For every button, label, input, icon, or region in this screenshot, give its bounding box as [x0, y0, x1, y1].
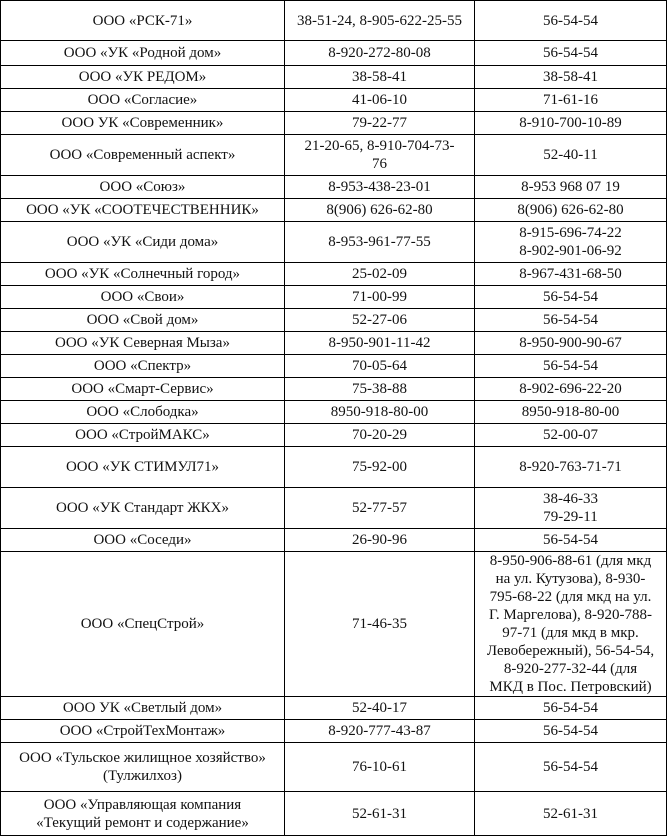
company-name-cell: ООО «СпецСтрой» [0, 551, 285, 697]
table-row: ООО «СтройМАКС» 70-20-29 52-00-07 [0, 423, 667, 447]
phone-cell: 41-06-10 [284, 88, 475, 112]
dispatch-phone-cell: 8-953 968 07 19 [474, 175, 667, 199]
table-row: ООО «Согласие» 41-06-10 71-61-16 [0, 88, 667, 112]
phone-cell: 26-90-96 [284, 528, 475, 552]
dispatch-phone-cell: 8(906) 626-62-80 [474, 198, 667, 222]
dispatch-phone-cell: 56-54-54 [474, 719, 667, 743]
table-row: ООО «Смарт-Сервис» 75-38-88 8-902-696-22-2… [0, 377, 667, 401]
company-name-cell: ООО УК «Современник» [0, 111, 285, 135]
phone-cell: 70-05-64 [284, 354, 475, 378]
phone-cell: 8-953-438-23-01 [284, 175, 475, 199]
table-row: ООО «УК Стандарт ЖКХ» 52-77-57 38-46-33 79… [0, 487, 667, 529]
table-row: ООО «УК Северная Мыза» 8-950-901-11-42 8-9… [0, 331, 667, 355]
dispatch-phone-cell: 56-54-54 [474, 0, 667, 41]
table-row: ООО «УК «СООТЕЧЕСТВЕННИК» 8(906) 626-62-8… [0, 198, 667, 222]
company-name-cell: ООО «УК Стандарт ЖКХ» [0, 487, 285, 529]
table-row: ООО «Слободка» 8950-918-80-00 8950-918-80-… [0, 400, 667, 424]
phone-cell: 76-10-61 [284, 742, 475, 792]
table-row: ООО «УК СТИМУЛ71» 75-92-00 8-920-763-71-71 [0, 446, 667, 488]
dispatch-phone-cell: 71-61-16 [474, 88, 667, 112]
company-name-cell: ООО «Соседи» [0, 528, 285, 552]
table-row: ООО «Спектр» 70-05-64 56-54-54 [0, 354, 667, 378]
table-row: ООО «СтройТехМонтаж» 8-920-777-43-87 56-54… [0, 719, 667, 743]
dispatch-phone-cell: 8-950-900-90-67 [474, 331, 667, 355]
dispatch-phone-cell: 56-54-54 [474, 528, 667, 552]
company-name-cell: ООО «РСК-71» [0, 0, 285, 41]
table-row: ООО «Союз» 8-953-438-23-01 8-953 968 07 19 [0, 175, 667, 199]
dispatch-phone-cell: 38-46-33 79-29-11 [474, 487, 667, 529]
table-row: ООО «Соседи» 26-90-96 56-54-54 [0, 528, 667, 552]
phone-cell: 71-00-99 [284, 285, 475, 309]
phone-cell: 8950-918-80-00 [284, 400, 475, 424]
dispatch-phone-cell: 8-902-696-22-20 [474, 377, 667, 401]
dispatch-phone-cell: 8-950-906-88-61 (для мкд на ул. Кутузова… [474, 551, 667, 697]
table-row: ООО «РСК-71» 38-51-24, 8-905-622-25-55 56-… [0, 0, 667, 41]
phone-cell: 8-953-961-77-55 [284, 221, 475, 263]
company-name-cell: ООО «Слободка» [0, 400, 285, 424]
company-name-cell: ООО «СтройТехМонтаж» [0, 719, 285, 743]
phone-cell: 75-92-00 [284, 446, 475, 488]
company-name-cell: ООО «УК «Сиди дома» [0, 221, 285, 263]
table-row: ООО «УК РЕДОМ» 38-58-41 38-58-41 [0, 65, 667, 89]
phone-cell: 52-77-57 [284, 487, 475, 529]
company-name-cell: ООО «Союз» [0, 175, 285, 199]
dispatch-phone-cell: 8-915-696-74-22 8-902-901-06-92 [474, 221, 667, 263]
company-name-cell: ООО «УК «СООТЕЧЕСТВЕННИК» [0, 198, 285, 222]
phone-cell: 8(906) 626-62-80 [284, 198, 475, 222]
table-row: ООО УК «Светлый дом» 52-40-17 56-54-54 [0, 696, 667, 720]
dispatch-phone-cell: 56-54-54 [474, 354, 667, 378]
table-row: ООО «СпецСтрой» 71-46-35 8-950-906-88-61 (… [0, 551, 667, 697]
table-row: ООО «Свои» 71-00-99 56-54-54 [0, 285, 667, 309]
company-name-cell: ООО «Спектр» [0, 354, 285, 378]
company-name-cell: ООО «Тульское жилищное хозяйство» (Тулжи… [0, 742, 285, 792]
dispatch-phone-cell: 56-54-54 [474, 308, 667, 332]
phone-cell: 70-20-29 [284, 423, 475, 447]
company-name-cell: ООО «УК Северная Мыза» [0, 331, 285, 355]
phone-cell: 8-950-901-11-42 [284, 331, 475, 355]
dispatch-phone-cell: 56-54-54 [474, 285, 667, 309]
phone-cell: 38-58-41 [284, 65, 475, 89]
phone-cell: 52-40-17 [284, 696, 475, 720]
dispatch-phone-cell: 56-54-54 [474, 742, 667, 792]
company-name-cell: ООО «Свой дом» [0, 308, 285, 332]
dispatch-phone-cell: 8950-918-80-00 [474, 400, 667, 424]
table-row: ООО «УК «Сиди дома» 8-953-961-77-55 8-915-… [0, 221, 667, 263]
phone-cell: 8-920-272-80-08 [284, 40, 475, 66]
dispatch-phone-cell: 56-54-54 [474, 696, 667, 720]
dispatch-phone-cell: 8-967-431-68-50 [474, 262, 667, 286]
table-row: ООО «Современный аспект» 21-20-65, 8-910-… [0, 134, 667, 176]
company-name-cell: ООО «Смарт-Сервис» [0, 377, 285, 401]
dispatch-phone-cell: 8-910-700-10-89 [474, 111, 667, 135]
phone-cell: 79-22-77 [284, 111, 475, 135]
company-name-cell: ООО «УК «Солнечный город» [0, 262, 285, 286]
phone-cell: 8-920-777-43-87 [284, 719, 475, 743]
dispatch-phone-cell: 56-54-54 [474, 40, 667, 66]
company-name-cell: ООО «УК «Родной дом» [0, 40, 285, 66]
company-name-cell: ООО УК «Светлый дом» [0, 696, 285, 720]
company-name-cell: ООО «УК РЕДОМ» [0, 65, 285, 89]
phone-cell: 52-27-06 [284, 308, 475, 332]
phone-cell: 25-02-09 [284, 262, 475, 286]
dispatch-phone-cell: 52-40-11 [474, 134, 667, 176]
table-row: ООО УК «Современник» 79-22-77 8-910-700-10… [0, 111, 667, 135]
phone-cell: 21-20-65, 8-910-704-73- 76 [284, 134, 475, 176]
company-name-cell: ООО «СтройМАКС» [0, 423, 285, 447]
company-name-cell: ООО «Согласие» [0, 88, 285, 112]
table-row: ООО «Тульское жилищное хозяйство» (Тулжи… [0, 742, 667, 792]
phone-cell: 75-38-88 [284, 377, 475, 401]
phone-cell: 38-51-24, 8-905-622-25-55 [284, 0, 475, 41]
table-row: ООО «УК «Родной дом» 8-920-272-80-08 56-54… [0, 40, 667, 66]
phone-cell: 71-46-35 [284, 551, 475, 697]
dispatch-phone-cell: 8-920-763-71-71 [474, 446, 667, 488]
company-name-cell: ООО «Современный аспект» [0, 134, 285, 176]
table-row: ООО «Свой дом» 52-27-06 56-54-54 [0, 308, 667, 332]
table-row: ООО «УК «Солнечный город» 25-02-09 8-967-4… [0, 262, 667, 286]
dispatch-phone-cell: 38-58-41 [474, 65, 667, 89]
company-name-cell: ООО «УК СТИМУЛ71» [0, 446, 285, 488]
company-name-cell: ООО «Свои» [0, 285, 285, 309]
dispatch-phone-cell: 52-00-07 [474, 423, 667, 447]
